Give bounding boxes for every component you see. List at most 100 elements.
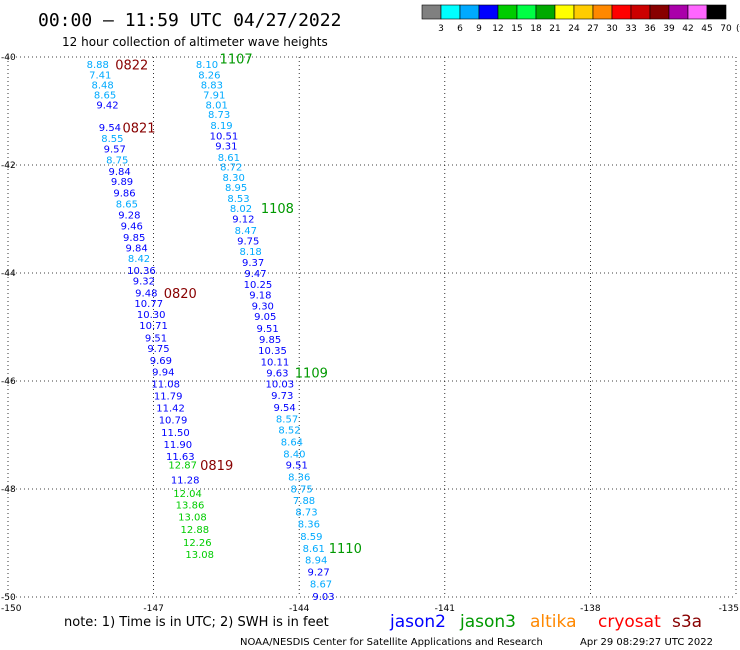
swh-reading-cryosat: 7.41: [89, 70, 111, 81]
scale-swatch-6: [535, 4, 556, 20]
swh-reading-cryosat: 9.42: [96, 101, 118, 112]
swh-reading-cryosat: 12.04: [173, 489, 202, 500]
legend-jason3: jason3: [459, 612, 516, 632]
swh-reading-jason3: 8.10: [196, 60, 218, 71]
latitude-label: -46: [1, 377, 16, 387]
pass-time-labels: 0822 0821 0820 0819 1107 1108 1109 1110: [115, 53, 362, 557]
swh-reading-cryosat: 9.84: [125, 244, 147, 255]
swh-reading-jason3: 9.12: [232, 214, 254, 225]
scale-swatch-7: [554, 4, 575, 20]
pass-time-label: 1109: [295, 366, 328, 381]
swh-reading-jason3: 8.57: [276, 414, 298, 425]
scale-swatch-15: [706, 4, 727, 20]
swh-reading-jason3: 9.05: [254, 312, 276, 323]
swh-reading-jason3: 10.51: [210, 131, 239, 142]
swh-reading-jason3: 9.31: [215, 142, 237, 153]
credit-text: NOAA/NESDIS Center for Satellite Applica…: [240, 637, 543, 648]
swh-reading-jason3: 10.11: [261, 358, 290, 369]
swh-reading-jason3: 8.73: [295, 508, 317, 519]
swh-reading-jason3: 9.47: [244, 269, 266, 280]
scale-label: 70: [720, 24, 732, 34]
longitude-label: -147: [143, 604, 163, 614]
pass-time-label: 1107: [220, 53, 253, 68]
swh-reading-jason3: 9.54: [274, 403, 296, 414]
scale-swatch-9: [592, 4, 613, 20]
swh-reading-cryosat: 10.71: [139, 321, 168, 332]
timestamp-text: Apr 29 08:29:27 UTC 2022: [580, 637, 713, 648]
scale-label: 30: [606, 24, 618, 34]
swh-reading-jason3: 7.91: [203, 90, 225, 101]
pass-time-label: 1108: [261, 202, 294, 217]
swh-reading-cryosat: 11.90: [164, 440, 193, 451]
scale-label: 42: [682, 24, 693, 34]
legend-jason2: jason2: [389, 612, 446, 632]
swh-reading-cryosat: 9.48: [135, 288, 157, 299]
swh-reading-cryosat: 9.51: [145, 333, 167, 344]
swh-reading-jason3: 9.85: [259, 335, 281, 346]
swh-reading-jason3: 9.03: [312, 592, 334, 603]
swh-reading-jason3: 8.18: [240, 247, 262, 258]
swh-reading-jason3: 10.25: [244, 280, 273, 291]
swh-reading-cryosat: 9.54: [99, 123, 121, 134]
swh-reading-jason3: 8.94: [305, 556, 327, 567]
swh-reading-jason3: 8.53: [227, 194, 249, 205]
swh-reading-cryosat: 11.28: [171, 475, 200, 486]
scale-label: (ft): [736, 24, 740, 34]
scale-label: 27: [587, 24, 598, 34]
swh-reading-jason3: 10.03: [265, 380, 294, 391]
swh-reading-jason3: 8.40: [283, 449, 305, 460]
scale-swatch-5: [516, 4, 537, 20]
map-title: 00:00 – 11:59 UTC 04/27/2022: [38, 10, 341, 31]
scale-swatch-4: [497, 4, 518, 20]
legend-cryosat: cryosat: [598, 612, 661, 632]
pass-time-label: 0819: [200, 459, 233, 474]
scale-label: 3: [438, 24, 444, 34]
latitude-label: -48: [1, 485, 16, 495]
scale-swatch-13: [668, 4, 689, 20]
swh-reading-jason3: 8.01: [206, 101, 228, 112]
pass-time-label: 0822: [115, 59, 148, 74]
legend-s3a: s3a: [672, 612, 702, 632]
scale-label: 18: [530, 24, 542, 34]
swh-reading-jason3: 8.59: [300, 532, 322, 543]
longitude-label: -150: [1, 604, 22, 614]
scale-label: 15: [511, 24, 522, 34]
swh-reading-cryosat: 13.08: [178, 513, 207, 524]
scale-swatch-10: [611, 4, 632, 20]
swh-reading-jason3: 8.36: [298, 520, 320, 531]
swh-reading-cryosat: 11.08: [151, 380, 180, 391]
swh-reading-cryosat: 8.42: [128, 254, 150, 265]
swh-reading-jason3: 9.63: [266, 368, 288, 379]
swh-reading-jason3: 10.35: [258, 346, 287, 357]
swh-reading-jason3: 8.30: [223, 173, 245, 184]
swh-reading-jason3: 8.52: [278, 426, 300, 437]
scale-label: 9: [476, 24, 482, 34]
swh-reading-jason3: 8.61: [218, 153, 240, 164]
swh-reading-cryosat: 13.86: [176, 501, 205, 512]
swh-reading-jason3: 8.67: [310, 580, 332, 591]
swh-reading-jason3: 8.47: [235, 226, 257, 237]
swh-reading-jason3: 8.64: [281, 437, 303, 448]
scale-label: 12: [492, 24, 503, 34]
swh-reading-cryosat: 9.86: [113, 189, 135, 200]
swh-reading-cryosat: 9.94: [152, 367, 174, 378]
scale-swatch-11: [630, 4, 651, 20]
pass-time-label: 1110: [329, 542, 362, 557]
swh-reading-cryosat: 9.46: [121, 221, 143, 232]
swh-reading-cryosat: 10.79: [159, 415, 188, 426]
scale-label: 21: [549, 24, 560, 34]
swh-reading-cryosat: 8.75: [106, 156, 128, 167]
longitude-label: -141: [435, 604, 455, 614]
scale-swatch-12: [649, 4, 670, 20]
scale-label: 45: [701, 24, 712, 34]
swh-reading-cryosat: 8.65: [94, 90, 116, 101]
latitude-label: -44: [1, 269, 16, 279]
legend-altika: altika: [530, 612, 577, 632]
swh-reading-cryosat: 9.85: [123, 233, 145, 244]
scale-swatch-1: [440, 4, 461, 20]
lat-lon-grid: [7, 56, 737, 598]
latitude-label: -40: [1, 53, 16, 63]
swh-reading-cryosat: 11.79: [154, 392, 183, 403]
swh-reading-jason3: 8.02: [230, 204, 252, 215]
